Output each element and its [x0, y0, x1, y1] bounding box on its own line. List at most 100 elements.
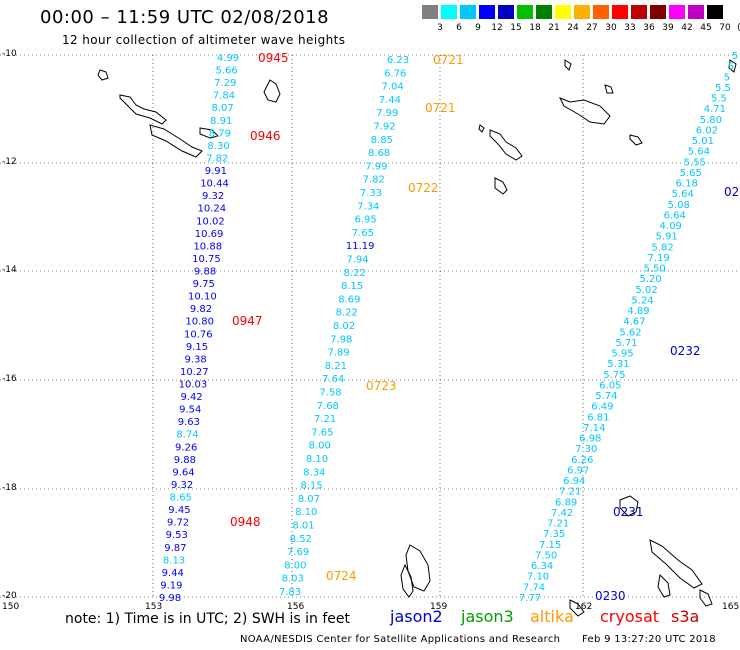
wave-height-value: 4.89 — [627, 306, 649, 317]
legend-label: 33 — [624, 23, 636, 33]
pass-time-label: 0945 — [258, 51, 289, 65]
legend-label: 15 — [510, 23, 522, 33]
island-outline — [604, 84, 614, 94]
wave-height-value: 8.15 — [341, 281, 363, 292]
island-outline — [558, 97, 611, 125]
longitude-label: 159 — [430, 602, 448, 612]
wave-height-value: 10.10 — [188, 292, 217, 303]
legend-swatch — [498, 5, 514, 19]
latitude-label: -10 — [2, 49, 17, 59]
wave-height-value: 6.34 — [531, 561, 553, 572]
wave-height-value: 6.98 — [579, 434, 601, 445]
wave-height-value: 7.15 — [539, 540, 561, 551]
legend-swatch — [479, 5, 495, 19]
latitude-label: -12 — [2, 157, 17, 167]
wave-height-value: 8.00 — [309, 441, 331, 452]
longitude-label: 150 — [2, 602, 20, 612]
legend-label: 21 — [548, 23, 560, 33]
legend-swatch — [593, 5, 609, 19]
wave-height-value: 5.62 — [619, 327, 641, 338]
wave-height-value: 5.66 — [216, 66, 238, 77]
island-outline — [728, 59, 737, 73]
wave-height-value: 5.64 — [672, 189, 694, 200]
wave-height-value: 7.84 — [213, 91, 235, 102]
island-outline — [564, 59, 572, 71]
pass-time-label: 0231 — [613, 505, 644, 519]
legend-swatch — [441, 5, 457, 19]
wave-height-value: 9.88 — [174, 455, 196, 466]
island-outline — [400, 563, 414, 598]
pass-time-label: 0721 — [433, 53, 464, 67]
wave-height-value: 5.80 — [700, 115, 722, 126]
legend-label: 42 — [681, 23, 693, 33]
wave-height-value: 7.94 — [346, 255, 368, 266]
island-outline — [263, 79, 281, 103]
wave-height-value: 10.27 — [180, 367, 209, 378]
wave-height-value: 7.21 — [314, 414, 336, 425]
legend-swatch — [517, 5, 533, 19]
wave-height-value: 9.45 — [168, 505, 190, 516]
wave-height-value: 7.77 — [519, 593, 541, 604]
wave-height-value: 8.85 — [371, 135, 393, 146]
wave-height-value: 9.75 — [193, 279, 215, 290]
wave-height-value: 8.10 — [306, 454, 328, 465]
wave-height-value: 8.21 — [325, 361, 347, 372]
legend-label: 18 — [529, 23, 541, 33]
wave-height-value: 7.34 — [357, 201, 379, 212]
page-title: 00:00 – 11:59 UTC 02/08/2018 — [40, 7, 330, 28]
wave-height-value: 9.53 — [166, 530, 188, 541]
island-outline — [657, 573, 671, 598]
island-outline — [119, 94, 167, 125]
wave-height-value: 9.98 — [159, 593, 181, 604]
wave-height-value: 8.07 — [298, 494, 320, 505]
wave-height-value: 5 — [732, 51, 738, 62]
latitude-label: -14 — [2, 265, 17, 275]
wave-height-value: 11.19 — [346, 241, 375, 252]
wave-height-value: 8.79 — [209, 128, 231, 139]
wave-height-value: 7.58 — [319, 388, 341, 399]
wave-height-value: 7.50 — [535, 550, 557, 561]
pass-time-label: 0721 — [425, 101, 456, 115]
wave-height-value: 7.65 — [311, 427, 333, 438]
wave-height-value: 7.14 — [583, 423, 605, 434]
wave-height-value: 10.88 — [193, 241, 222, 252]
wave-height-value: 8.00 — [284, 560, 306, 571]
island-outline — [405, 544, 431, 592]
wave-height-value: 8.30 — [207, 141, 229, 152]
island-outline — [97, 69, 109, 81]
wave-height-value: 8.69 — [338, 294, 360, 305]
legend-label: 3 — [437, 23, 443, 33]
wave-height-value: 10.44 — [200, 179, 229, 190]
wave-height-value: 7.99 — [376, 108, 398, 119]
wave-height-value: 8.65 — [170, 493, 192, 504]
wave-height-value: 7.29 — [214, 78, 236, 89]
wave-height-value: 9.42 — [180, 392, 202, 403]
island-outline — [149, 124, 203, 158]
wave-height-value: 7.04 — [381, 82, 403, 93]
wave-height-value: 6.05 — [599, 380, 621, 391]
wave-height-value: 9.15 — [186, 342, 208, 353]
legend-swatch — [460, 5, 476, 19]
island-outline — [478, 124, 485, 133]
map-grid — [0, 54, 740, 598]
island-outline — [199, 127, 219, 139]
wave-height-value: 7.33 — [360, 188, 382, 199]
wave-height-value: 8.15 — [300, 481, 322, 492]
island-outline — [494, 177, 508, 195]
pass-time-label: 0230 — [595, 589, 626, 603]
legend-swatch — [612, 5, 628, 19]
wave-height-value: 7.21 — [559, 487, 581, 498]
wave-height-value: 5.02 — [635, 285, 657, 296]
wave-height-value: 5.82 — [652, 242, 674, 253]
legend-label: 27 — [586, 23, 598, 33]
wave-height-value: 7.82 — [363, 175, 385, 186]
wave-height-value: 5.64 — [688, 147, 710, 158]
altimeter-tracks: 4.995.667.297.848.078.918.798.307.829.91… — [159, 51, 739, 604]
wave-height-value: 6.94 — [563, 476, 585, 487]
island-outline — [699, 589, 713, 607]
wave-height-value: 7.83 — [279, 587, 301, 598]
wave-height-value: 4.99 — [217, 53, 239, 64]
wave-height-value: 5 — [724, 72, 730, 83]
longitude-label: 153 — [145, 602, 163, 612]
legend-label: 9 — [475, 23, 481, 33]
